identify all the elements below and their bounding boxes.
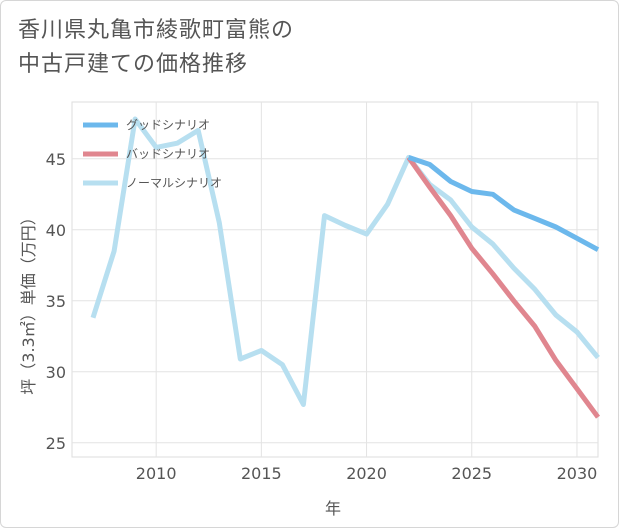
series-lines	[90, 116, 601, 419]
x-tick-label: 2025	[451, 464, 492, 483]
x-axis-label: 年	[325, 499, 341, 518]
x-tick-labels: 2010 2015 2020 2025 2030	[136, 464, 598, 483]
series-line-0	[407, 155, 600, 252]
gridlines	[72, 102, 598, 457]
y-tick-label: 35	[46, 292, 66, 311]
y-tick-label: 25	[46, 434, 66, 453]
x-tick-label: 2015	[241, 464, 282, 483]
series-line-1	[406, 155, 601, 419]
legend-label: グッドシナリオ	[126, 118, 210, 132]
chart-title: 香川県丸亀市綾歌町富熊の 中古戸建ての価格推移	[18, 18, 295, 77]
plot-area	[71, 101, 599, 458]
y-tick-label: 45	[46, 150, 66, 169]
legend-label: ノーマルシナリオ	[126, 176, 222, 190]
legend-label: バッドシナリオ	[126, 147, 210, 161]
y-tick-label: 40	[46, 221, 66, 240]
x-tick-label: 2030	[557, 464, 598, 483]
series-line-2	[90, 116, 600, 407]
y-axis-label: 坪（3.3㎡）単価（万円）	[19, 209, 38, 394]
y-tick-label: 30	[46, 363, 66, 382]
y-tick-labels: 25 30 35 40 45	[46, 150, 66, 453]
x-tick-label: 2010	[136, 464, 177, 483]
x-tick-label: 2020	[346, 464, 387, 483]
